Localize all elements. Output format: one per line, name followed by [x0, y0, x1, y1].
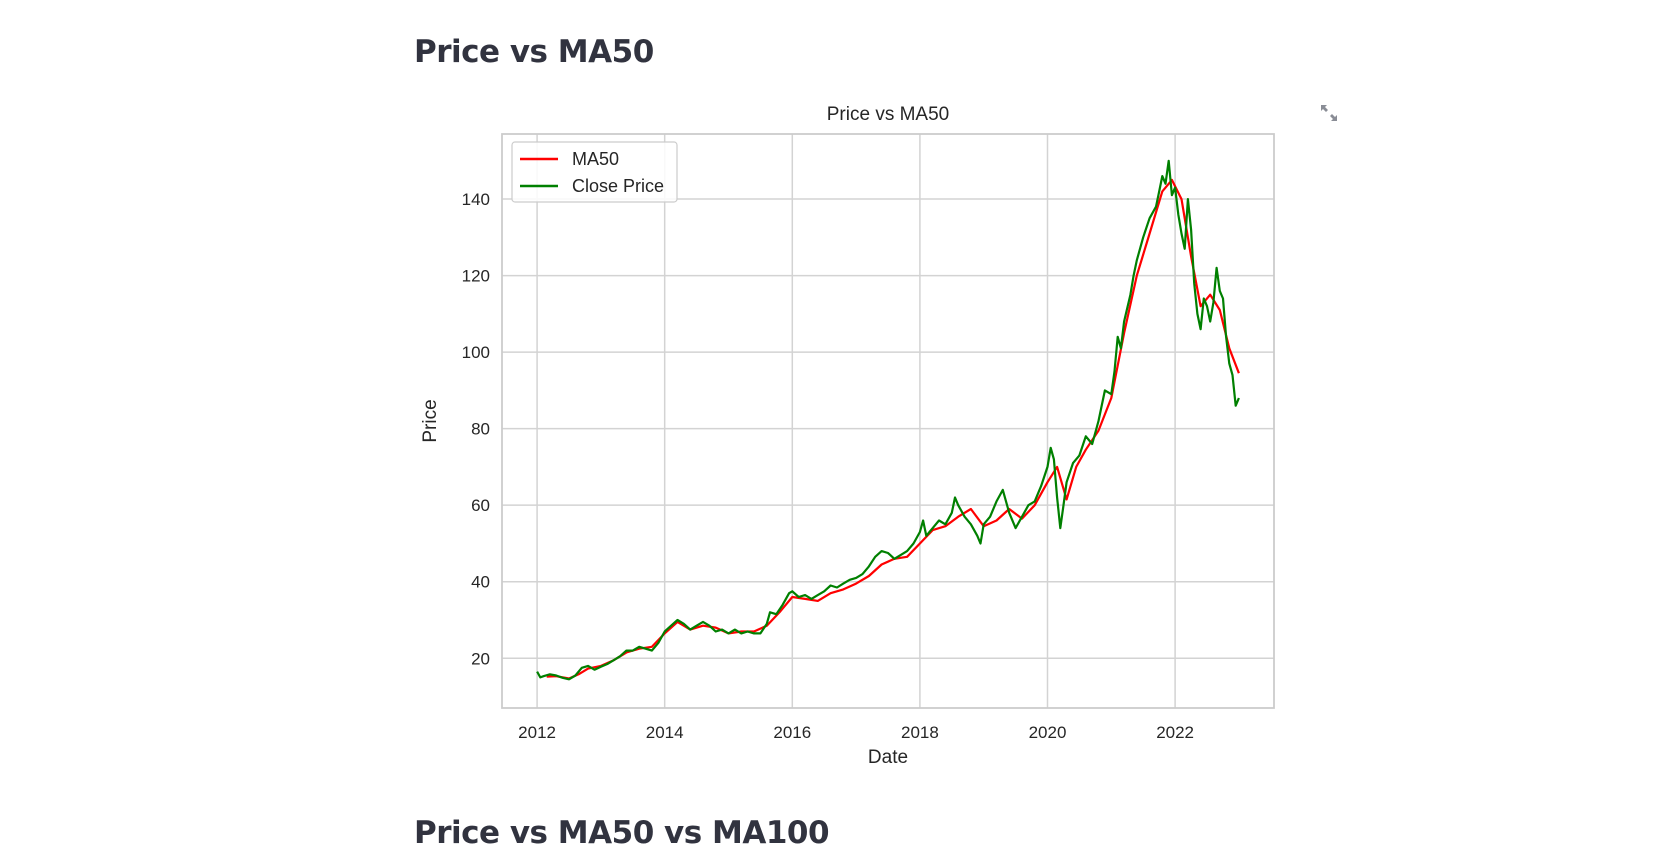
plot-frame [501, 133, 1275, 709]
x-tick-label: 2020 [1029, 723, 1067, 742]
x-tick-label: 2018 [901, 723, 939, 742]
y-tick-label: 80 [471, 420, 490, 439]
legend-label: Close Price [572, 176, 664, 196]
line-chart: 2012 2014 2016 2018 2020 2022 20 40 60 80 100 120 14… [420, 104, 1275, 768]
y-tick-label: 140 [462, 190, 490, 209]
y-tick-label: 20 [471, 649, 490, 668]
x-tick-label: 2016 [773, 723, 811, 742]
x-tick-label: 2014 [646, 723, 684, 742]
chart-title: Price vs MA50 [827, 104, 949, 125]
y-tick-label: 120 [462, 267, 490, 286]
y-tick-label: 40 [471, 573, 490, 592]
legend-label: MA50 [572, 149, 619, 169]
fullscreen-expand-icon [1321, 105, 1337, 121]
series-line-close-price [536, 159, 1240, 681]
section-title-price-vs-ma50: Price vs MA50 [414, 34, 654, 70]
x-tick-label: 2022 [1156, 723, 1194, 742]
y-tick-label: 60 [471, 496, 490, 515]
chart-container: 2012 2014 2016 2018 2020 2022 20 40 60 80 100 120 14… [414, 94, 1334, 794]
fullscreen-expand-button[interactable] [1316, 100, 1342, 126]
y-tick-label: 100 [462, 343, 490, 362]
x-tick-label: 2012 [518, 723, 556, 742]
section-title-price-vs-ma50-vs-ma100: Price vs MA50 vs MA100 [414, 815, 830, 851]
x-axis-label: Date [868, 747, 908, 768]
y-axis-label: Price [420, 399, 441, 442]
